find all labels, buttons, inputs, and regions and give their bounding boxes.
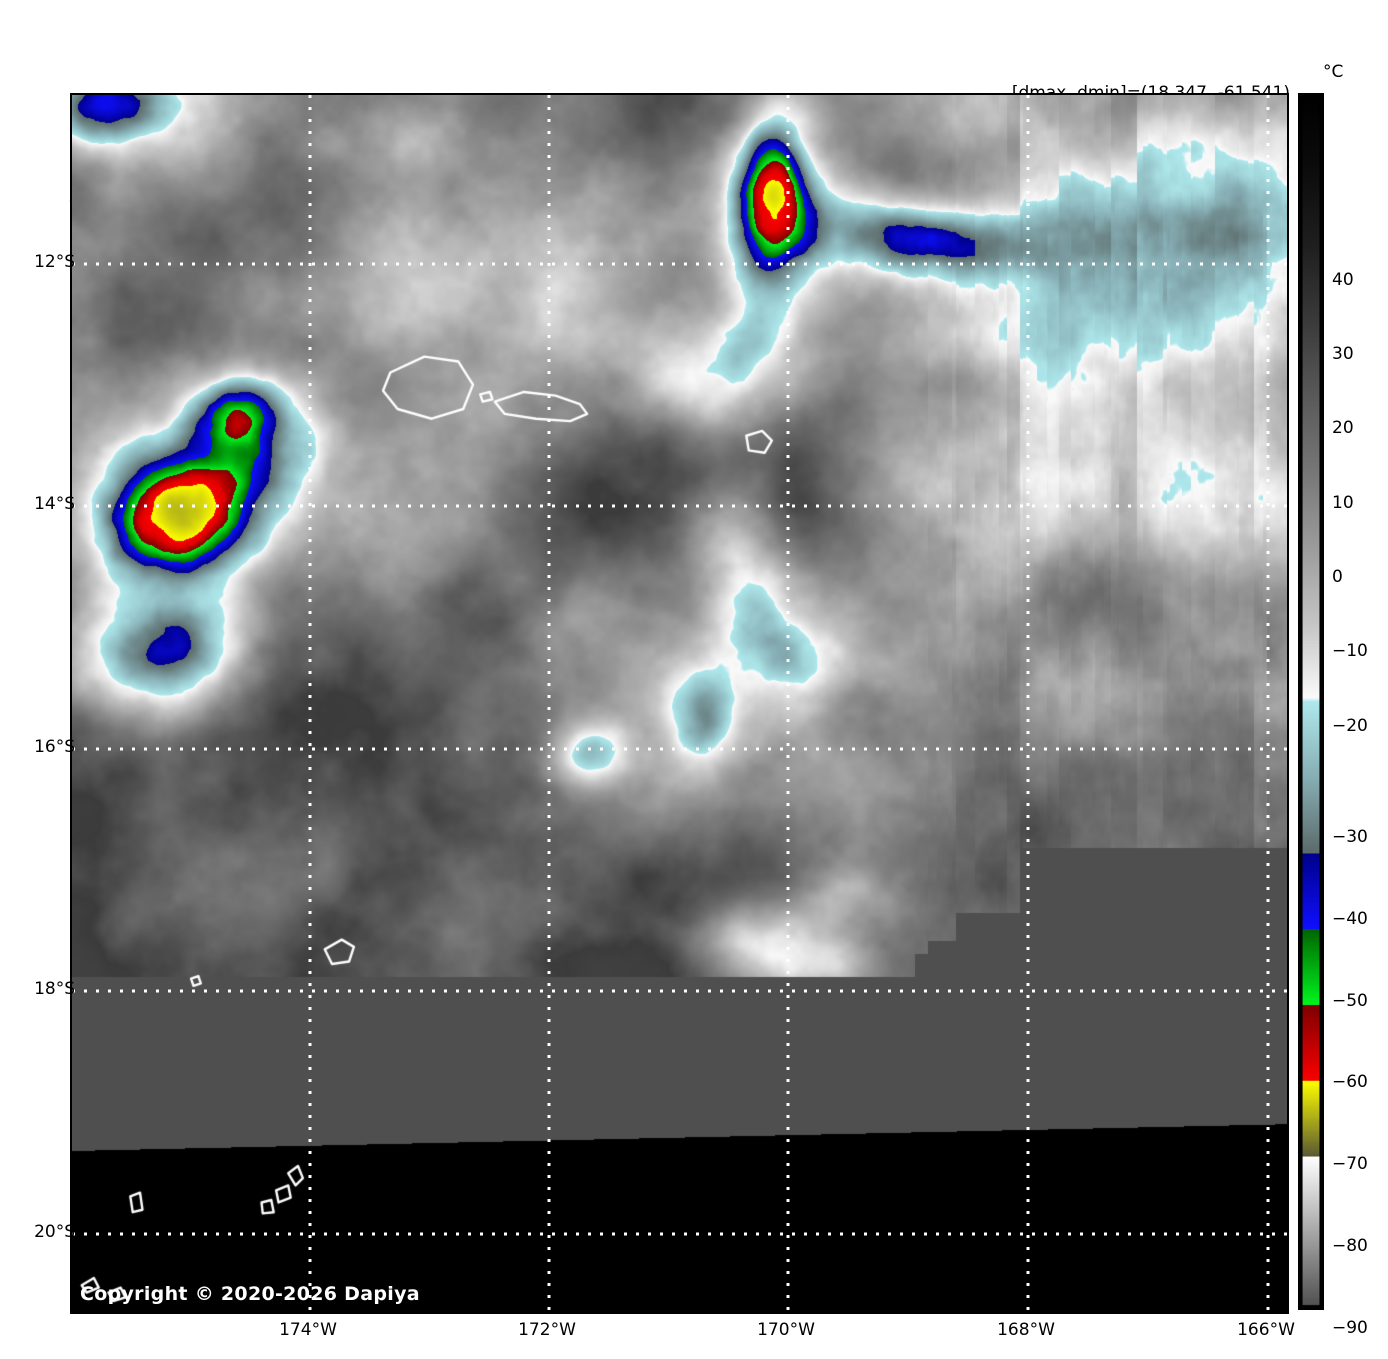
colorbar-tick-label: 20 <box>1332 418 1354 438</box>
colorbar-tick-label: −40 <box>1332 909 1368 929</box>
colorbar-tick-label: −90 <box>1332 1318 1368 1338</box>
colorbar-tick-label: −30 <box>1332 827 1368 847</box>
colorbar-gradient <box>1298 93 1324 1310</box>
colorbar-tick-label: 30 <box>1332 344 1354 364</box>
colorbar-tick-label: −80 <box>1332 1236 1368 1256</box>
colorbar-tick-label: 10 <box>1332 493 1354 513</box>
colorbar-tick-label: −60 <box>1332 1072 1368 1092</box>
colorbar-tick-label: 0 <box>1332 567 1343 587</box>
x-axis-tick-label: 172°W <box>518 1320 576 1340</box>
colorbar-tick-label: −50 <box>1332 991 1368 1011</box>
x-axis-tick-label: 174°W <box>279 1320 337 1340</box>
y-axis-tick-label: 14°S <box>34 494 75 514</box>
y-axis-tick-label: 16°S <box>34 737 75 757</box>
satellite-imagery-canvas <box>72 95 1287 1312</box>
colorbar-container[interactable]: 40 30 20 10 0 −10 −20 −30 −40 −50 −60 −70 −80 −90 <box>1298 93 1368 1338</box>
satellite-image-plot[interactable] <box>70 93 1289 1314</box>
colorbar-tick-label: −70 <box>1332 1154 1368 1174</box>
x-axis-tick-label: 168°W <box>997 1320 1055 1340</box>
colorbar-unit-label: °C <box>1323 62 1344 82</box>
colorbar-tick-label: 40 <box>1332 270 1354 290</box>
colorbar-tick-label: −20 <box>1332 716 1368 736</box>
x-axis-tick-label: 170°W <box>757 1320 815 1340</box>
copyright-notice: Copyright © 2020-2026 Dapiya <box>80 1283 420 1305</box>
y-axis-tick-label: 18°S <box>34 979 75 999</box>
colorbar-tick-label: −10 <box>1332 641 1368 661</box>
x-axis-tick-label: 166°W <box>1237 1320 1295 1340</box>
y-axis-tick-label: 12°S <box>34 252 75 272</box>
y-axis-tick-label: 20°S <box>34 1222 75 1242</box>
